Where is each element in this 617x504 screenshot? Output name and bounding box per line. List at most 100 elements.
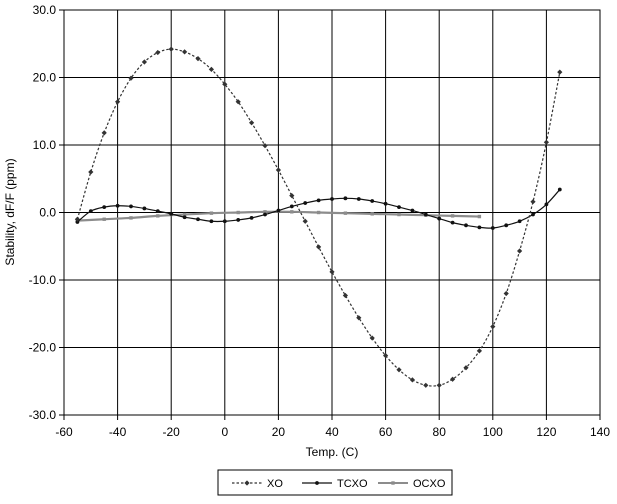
point-tcxo <box>222 219 227 224</box>
point-tcxo <box>383 201 388 206</box>
point-tcxo <box>129 204 133 209</box>
point-xo <box>155 49 161 56</box>
point-tcxo <box>504 223 509 228</box>
point-tcxo <box>544 202 549 207</box>
point-xo <box>396 367 402 373</box>
x-tick-label: 60 <box>379 425 393 439</box>
point-ocxo <box>343 211 348 215</box>
point-xo <box>356 315 362 321</box>
point-ocxo <box>236 210 240 215</box>
point-xo <box>222 81 228 87</box>
y-tick-label: 30.0 <box>33 3 57 17</box>
point-tcxo <box>490 226 495 230</box>
point-tcxo <box>517 219 522 224</box>
x-tick-label: 80 <box>433 425 447 439</box>
y-tick-label: 0.0 <box>39 206 56 220</box>
point-tcxo <box>397 205 401 210</box>
x-tick-label: 40 <box>325 425 339 439</box>
x-tick-label: 20 <box>272 425 286 439</box>
legend-label-ocxo: OCXO <box>413 478 446 490</box>
point-xo <box>463 365 469 371</box>
point-ocxo <box>370 212 374 216</box>
point-ocxo <box>182 212 187 217</box>
point-ocxo <box>263 210 267 214</box>
point-xo <box>88 169 94 175</box>
x-tick-label: 120 <box>536 425 556 439</box>
point-tcxo <box>196 217 200 222</box>
point-xo <box>208 66 214 72</box>
y-tick-label: 10.0 <box>33 138 57 152</box>
point-xo <box>342 292 348 299</box>
point-tcxo <box>75 220 80 224</box>
legend-marker-ocxo <box>391 481 395 485</box>
point-tcxo <box>263 212 267 217</box>
point-xo <box>517 248 523 254</box>
point-xo <box>195 56 201 62</box>
point-tcxo <box>450 220 455 225</box>
point-xo <box>436 382 442 388</box>
point-xo <box>182 49 188 55</box>
point-tcxo <box>276 208 281 213</box>
point-tcxo <box>370 199 375 203</box>
point-tcxo <box>423 212 428 217</box>
x-axis-ticks: -60 -40 -20 0 20 40 60 80 100 120 140 <box>55 415 610 439</box>
y-tick-label: -10.0 <box>29 273 57 287</box>
point-tcxo <box>155 209 160 214</box>
x-tick-label: -40 <box>109 425 127 439</box>
point-ocxo <box>316 210 321 215</box>
point-tcxo <box>531 212 535 217</box>
legend-items: XO TCXO OCXO <box>232 478 446 490</box>
point-tcxo <box>410 208 415 213</box>
point-xo <box>115 99 121 105</box>
point-ocxo <box>290 210 294 214</box>
point-xo <box>530 199 536 205</box>
y-tick-label: -30.0 <box>29 408 57 422</box>
x-tick-label: 140 <box>590 425 610 439</box>
point-ocxo <box>102 217 106 221</box>
point-xo <box>543 139 549 145</box>
x-axis-title: Temp. (C) <box>306 445 359 459</box>
point-ocxo <box>129 216 133 220</box>
legend: XO TCXO OCXO <box>217 469 453 496</box>
y-tick-label: 20.0 <box>33 71 57 85</box>
legend-marker-tcxo <box>315 481 319 485</box>
point-xo <box>369 335 375 341</box>
point-xo <box>235 99 241 105</box>
point-xo <box>329 269 335 275</box>
legend-label-tcxo: TCXO <box>337 478 368 490</box>
point-xo <box>128 75 134 81</box>
point-tcxo <box>169 211 174 216</box>
point-xo <box>557 69 563 75</box>
point-tcxo <box>142 206 147 211</box>
point-xo <box>409 377 415 383</box>
point-tcxo <box>182 215 187 220</box>
point-xo <box>450 376 456 382</box>
point-tcxo <box>343 196 348 201</box>
point-xo <box>74 216 80 222</box>
point-tcxo <box>316 198 321 203</box>
point-tcxo <box>209 219 214 224</box>
point-ocxo <box>397 212 401 217</box>
x-tick-label: 100 <box>483 425 503 439</box>
point-ocxo <box>156 214 160 218</box>
point-tcxo <box>303 201 308 205</box>
point-xo <box>275 167 281 173</box>
point-xo <box>383 353 389 359</box>
point-ocxo <box>209 211 214 215</box>
legend-marker-xo <box>244 480 250 486</box>
point-xo <box>249 120 255 126</box>
point-tcxo <box>88 209 93 214</box>
point-tcxo <box>249 216 254 220</box>
point-ocxo <box>450 214 455 218</box>
point-xo <box>476 348 482 354</box>
point-tcxo <box>356 197 361 201</box>
point-tcxo <box>557 187 562 192</box>
point-tcxo <box>437 216 442 221</box>
point-tcxo <box>115 203 120 208</box>
gridlines <box>64 10 600 415</box>
series-tcxo <box>75 187 562 230</box>
point-xo <box>168 46 174 52</box>
point-tcxo <box>289 204 294 209</box>
point-tcxo <box>330 197 334 201</box>
